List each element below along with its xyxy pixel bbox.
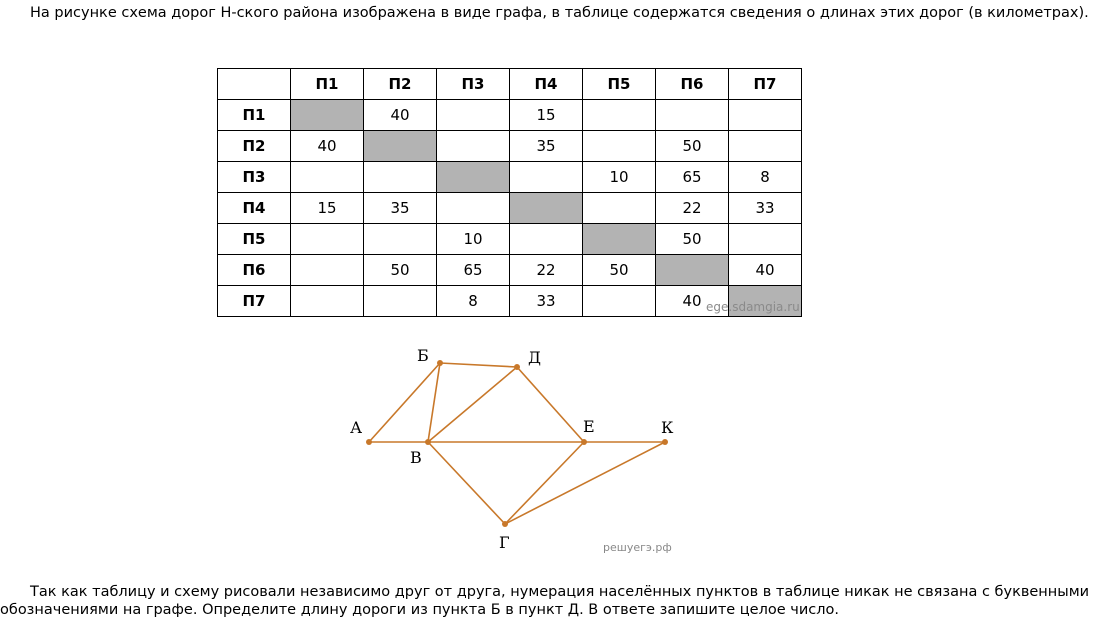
graph-edge [439,362,518,368]
distance-cell: 10 [582,161,656,193]
graph-node [502,521,508,527]
distance-cell [290,254,364,286]
distance-cell: 65 [436,254,510,286]
column-header: П4 [509,68,583,100]
graph-node-label: Г [499,533,510,552]
distance-cell [728,130,802,162]
graph-node-label: К [661,418,674,437]
column-header: П3 [436,68,510,100]
row-header: П2 [217,130,291,162]
graph-edge [427,366,518,443]
row-header: П5 [217,223,291,255]
row-header: П3 [217,161,291,193]
graph-node [366,439,372,445]
distance-cell [509,223,583,255]
distance-cell [363,161,437,193]
distance-cell [363,223,437,255]
distance-cell: 35 [509,130,583,162]
distance-cell: 50 [655,223,729,255]
distance-cell: 15 [290,192,364,224]
graph-edge [516,366,585,443]
distance-cell: 15 [509,99,583,131]
distance-cell: 35 [363,192,437,224]
question-paragraph: Так как таблицу и схему рисовали независ… [0,584,1090,618]
distance-cell: 50 [582,254,656,286]
table-row: П7 8 33 40 [217,285,802,317]
diagonal-cell [509,192,583,224]
table-corner-cell [217,68,291,100]
graph-edge [368,362,441,443]
column-header: П1 [290,68,364,100]
distance-cell: 40 [363,99,437,131]
column-header: П2 [363,68,437,100]
distance-cell [582,285,656,317]
distance-cell [728,99,802,131]
distance-cell: 33 [728,192,802,224]
diagonal-cell [290,99,364,131]
distance-cell [582,130,656,162]
distance-cell: 22 [655,192,729,224]
graph-edge [427,362,441,443]
graph-node [581,439,587,445]
distance-cell: 8 [436,285,510,317]
graph-node-label: В [410,448,422,467]
distance-cell [436,192,510,224]
diagonal-cell [655,254,729,286]
graph-edge [504,441,585,525]
distance-cell [290,285,364,317]
graph-watermark: решуегэ.рф [603,541,672,554]
distance-cell: 22 [509,254,583,286]
table-row: П1 40 15 [217,99,802,131]
road-graph: А Б В Г Д Е К решуегэ.рф [350,346,674,554]
column-header: П5 [582,68,656,100]
distance-cell: 50 [363,254,437,286]
distance-cell: 8 [728,161,802,193]
row-header: П7 [217,285,291,317]
distance-cell: 40 [290,130,364,162]
table-row: П3 10 65 8 [217,161,802,193]
distance-cell [290,161,364,193]
table-header-row: П1 П2 П3 П4 П5 П6 П7 [217,68,802,100]
distance-cell: 10 [436,223,510,255]
graph-node-label: Б [417,346,429,365]
distance-cell: 65 [655,161,729,193]
distance-cell [509,161,583,193]
row-header: П6 [217,254,291,286]
graph-node [425,439,431,445]
row-header: П4 [217,192,291,224]
diagonal-cell [728,285,802,317]
table-row: П4 15 35 22 33 [217,192,802,224]
table-row: П6 50 65 22 50 40 [217,254,802,286]
graph-node [514,364,520,370]
intro-paragraph: На рисунке схема дорог Н-ского района из… [30,5,1089,21]
graph-node [662,439,668,445]
distance-cell [582,192,656,224]
diagonal-cell [436,161,510,193]
distance-cell: 33 [509,285,583,317]
graph-node-label: Д [528,348,541,367]
graph-node-label: А [350,418,362,437]
column-header: П7 [728,68,802,100]
table-row: П5 10 50 [217,223,802,255]
graph-edge [504,441,666,525]
graph-node [437,360,443,366]
diagonal-cell [363,130,437,162]
column-header: П6 [655,68,729,100]
distance-cell [655,99,729,131]
table-watermark: ege.sdamgia.ru [706,300,800,314]
distance-cell [728,223,802,255]
graph-node-label: Е [583,417,595,436]
graph-edge [427,441,506,525]
table-row: П2 40 35 50 [217,130,802,162]
distance-cell [436,99,510,131]
distance-cell: 40 [728,254,802,286]
distance-cell [436,130,510,162]
distance-cell [290,223,364,255]
row-header: П1 [217,99,291,131]
diagonal-cell [582,223,656,255]
distance-cell [582,99,656,131]
distance-cell: 50 [655,130,729,162]
distance-cell [363,285,437,317]
distance-table: П1 П2 П3 П4 П5 П6 П7 П1 40 15 П2 40 35 50 П3 10 65 8 П4 15 3… [217,68,802,317]
